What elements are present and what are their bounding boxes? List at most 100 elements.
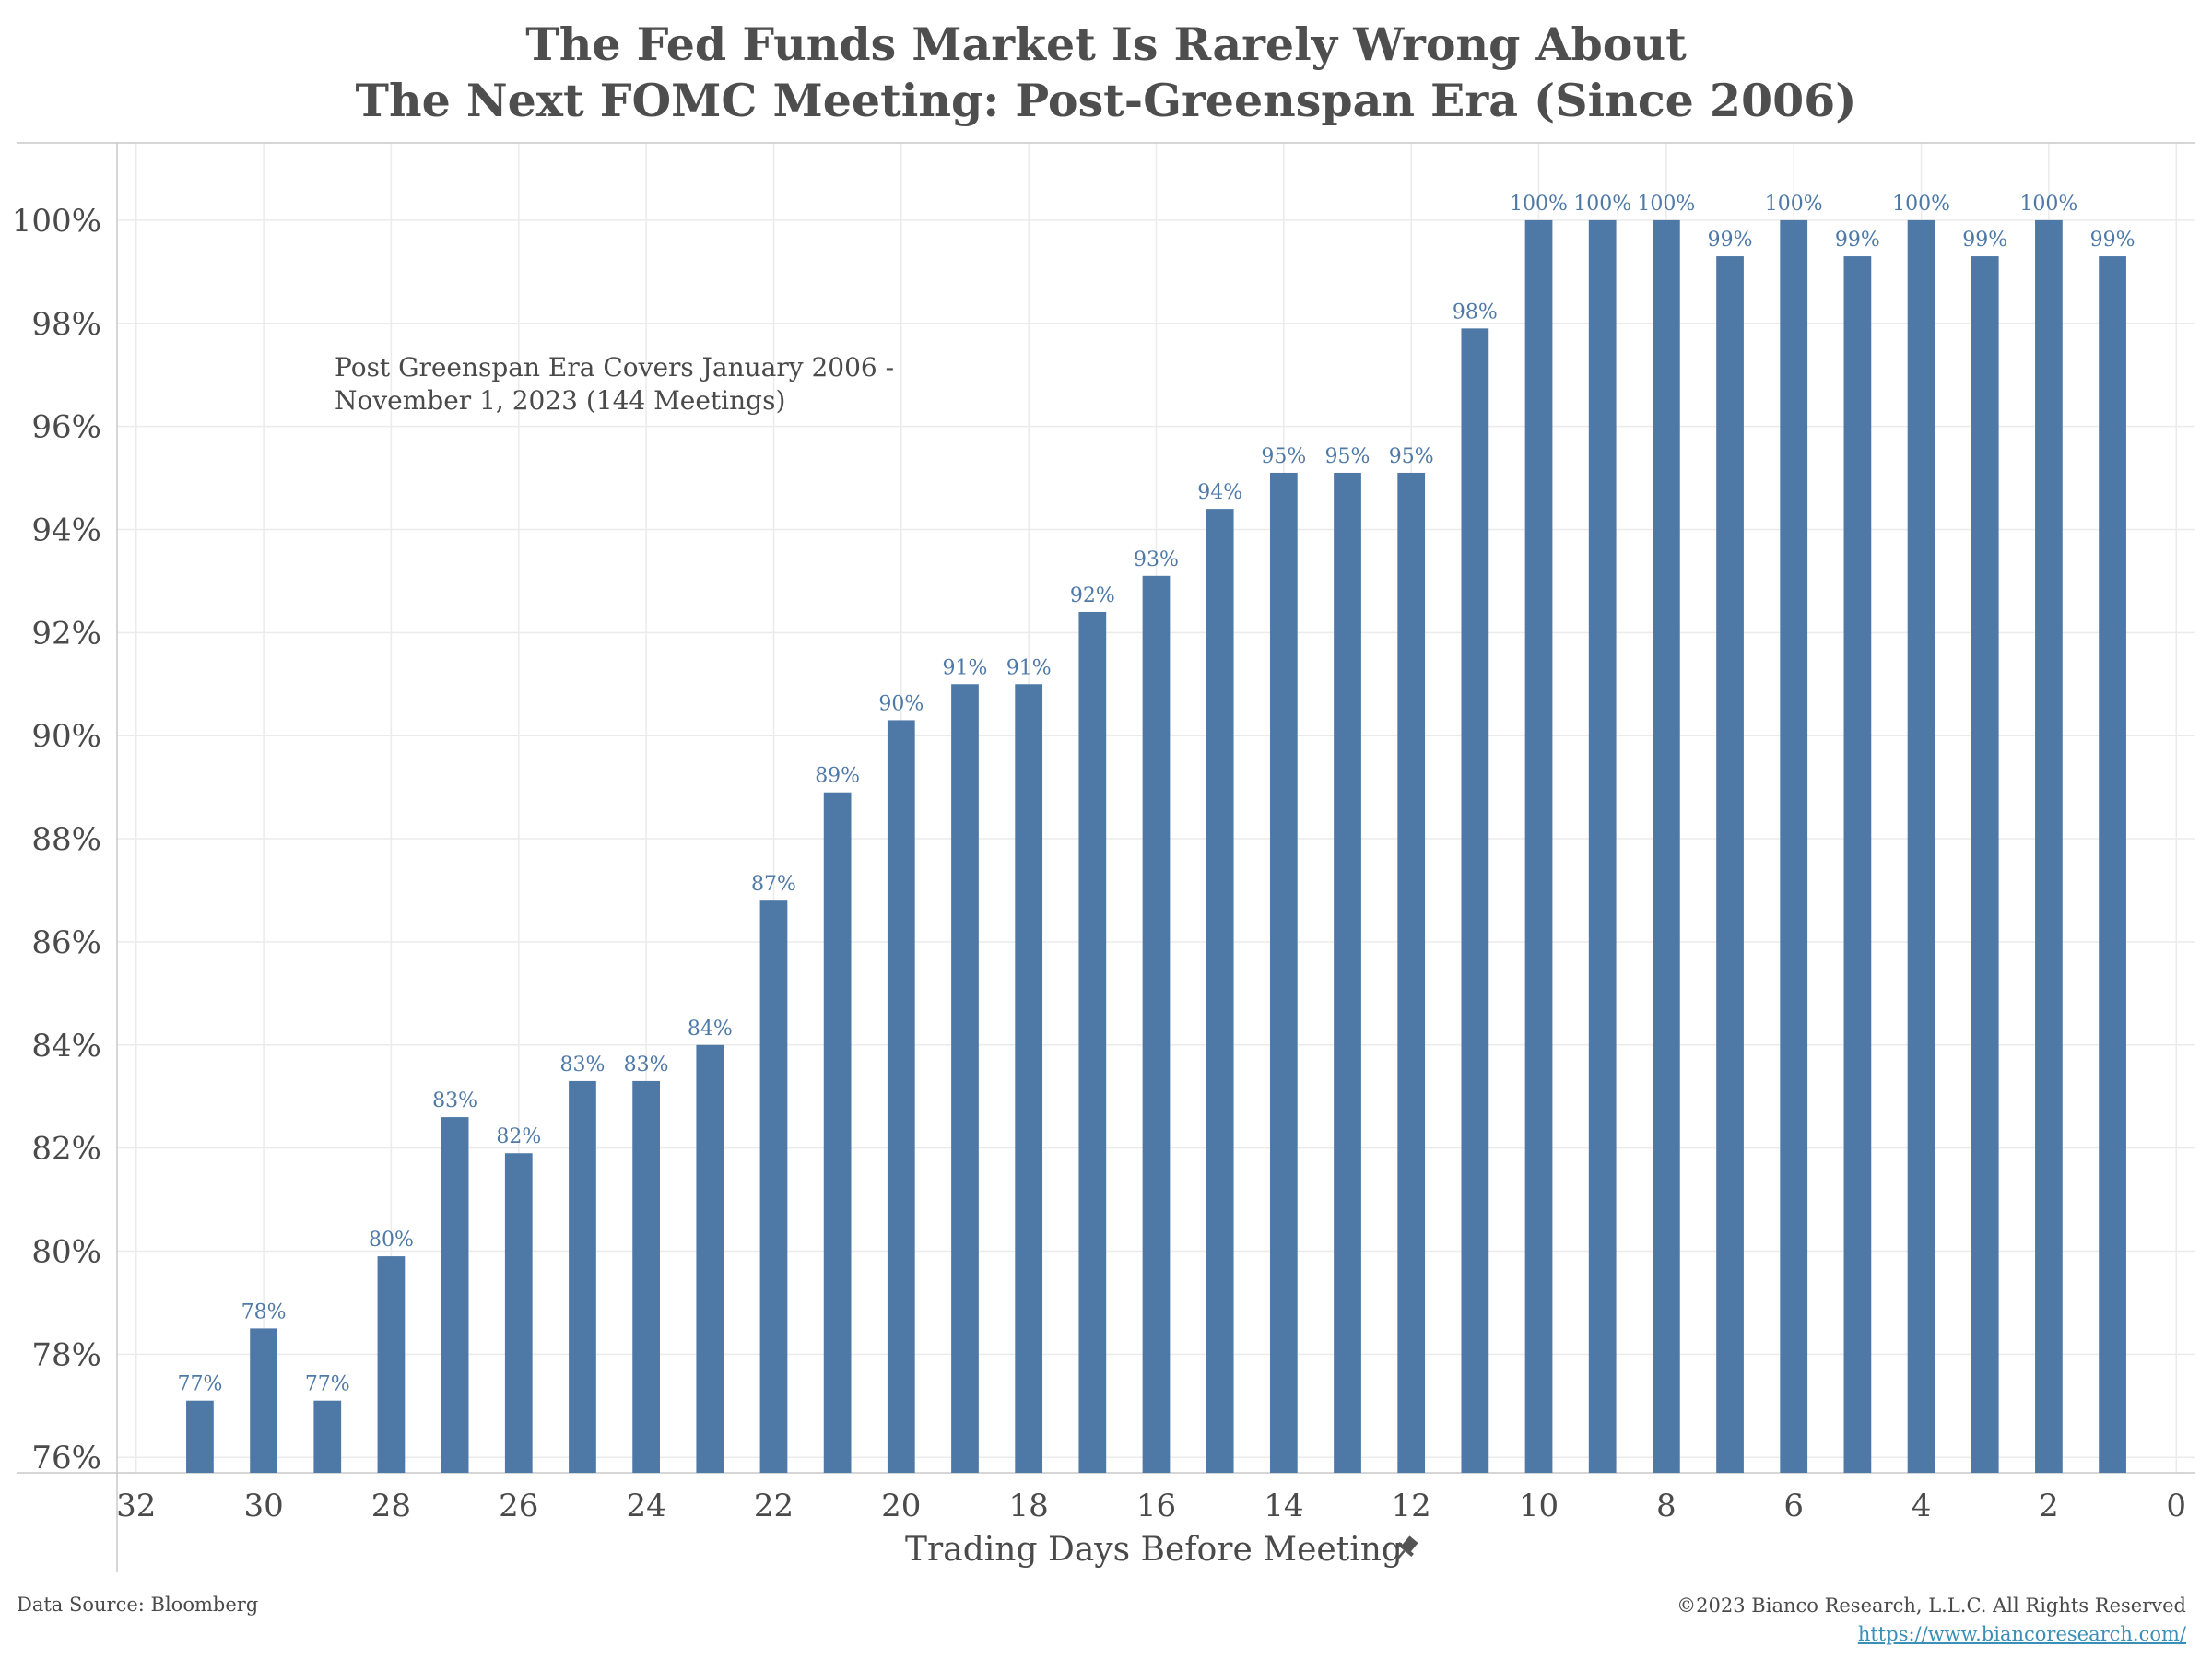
bar xyxy=(1971,256,1999,1473)
data-source: Data Source: Bloomberg xyxy=(17,1594,259,1616)
bar xyxy=(1397,472,1426,1473)
bar xyxy=(2035,219,2063,1473)
bar xyxy=(1078,611,1107,1473)
bar xyxy=(759,900,788,1473)
data-label: 83% xyxy=(432,1089,477,1112)
x-tick-label: 0 xyxy=(2166,1488,2186,1524)
data-label: 99% xyxy=(1962,229,2007,252)
annotation-line: November 1, 2023 (144 Meetings) xyxy=(335,385,785,416)
y-tick-label: 80% xyxy=(31,1234,101,1271)
data-label: 87% xyxy=(751,873,796,896)
bar xyxy=(1780,219,1808,1473)
data-label: 83% xyxy=(560,1053,606,1077)
bar xyxy=(1524,219,1553,1473)
x-tick-label: 18 xyxy=(1009,1488,1049,1524)
data-label: 94% xyxy=(1197,481,1242,504)
y-tick-label: 98% xyxy=(31,306,101,343)
data-label: 99% xyxy=(2090,229,2136,252)
bar xyxy=(250,1328,277,1473)
x-tick-label: 2 xyxy=(2039,1488,2059,1524)
bar xyxy=(1461,328,1489,1473)
bar xyxy=(377,1256,406,1473)
bar xyxy=(504,1153,533,1473)
chart-subtitle: The Next FOMC Meeting: Post-Greenspan Er… xyxy=(355,74,1857,127)
data-label: 77% xyxy=(177,1373,222,1396)
bar xyxy=(1907,219,1936,1473)
data-label: 99% xyxy=(1835,229,1880,252)
x-tick-label: 12 xyxy=(1392,1488,1431,1524)
bar xyxy=(186,1400,214,1473)
copyright: ©2023 Bianco Research, L.L.C. All Rights… xyxy=(1677,1594,2186,1617)
website-link[interactable]: https://www.biancoresearch.com/ xyxy=(1857,1623,2186,1645)
x-tick-label: 16 xyxy=(1136,1488,1176,1524)
x-tick-label: 4 xyxy=(1912,1488,1932,1524)
x-tick-label: 10 xyxy=(1519,1488,1559,1524)
data-label: 93% xyxy=(1134,548,1179,571)
bar xyxy=(1843,256,1872,1473)
bar xyxy=(696,1044,724,1473)
bar xyxy=(1716,256,1744,1473)
y-tick-label: 76% xyxy=(31,1440,101,1477)
bar xyxy=(823,792,852,1473)
data-label: 91% xyxy=(943,656,988,679)
bar xyxy=(569,1080,596,1473)
y-tick-label: 92% xyxy=(31,615,101,652)
x-tick-label: 20 xyxy=(881,1488,921,1524)
chart-title: The Fed Funds Market Is Rarely Wrong Abo… xyxy=(525,18,1687,71)
bar xyxy=(951,684,979,1473)
y-tick-label: 86% xyxy=(31,924,101,961)
data-label: 95% xyxy=(1261,445,1306,468)
x-tick-label: 32 xyxy=(116,1488,156,1524)
footer-right: ©2023 Bianco Research, L.L.C. All Rights… xyxy=(1677,1592,2186,1649)
data-label: 78% xyxy=(241,1300,287,1324)
y-tick-label: 84% xyxy=(31,1028,101,1065)
y-tick-label: 94% xyxy=(31,512,101,548)
pin-icon[interactable] xyxy=(1390,1534,1420,1565)
bar xyxy=(1334,472,1361,1473)
x-tick-label: 28 xyxy=(371,1488,411,1524)
bar xyxy=(1653,219,1680,1473)
data-label: 91% xyxy=(1006,656,1052,679)
data-label: 84% xyxy=(688,1018,733,1041)
data-label: 89% xyxy=(815,765,860,788)
y-tick-label: 96% xyxy=(31,409,101,446)
data-label: 80% xyxy=(369,1229,414,1252)
x-axis-label: Trading Days Before Meeting xyxy=(905,1531,1403,1569)
data-label: 83% xyxy=(624,1053,669,1077)
bar xyxy=(2099,256,2126,1473)
bar xyxy=(1269,472,1298,1473)
x-tick-label: 26 xyxy=(499,1488,538,1524)
bar xyxy=(1588,219,1617,1473)
y-tick-label: 82% xyxy=(31,1131,101,1168)
bar xyxy=(632,1080,660,1473)
data-label: 100% xyxy=(1892,193,1950,216)
bar xyxy=(1142,575,1171,1473)
annotation-line: Post Greenspan Era Covers January 2006 - xyxy=(335,352,894,382)
data-label: 95% xyxy=(1389,445,1434,468)
data-label: 99% xyxy=(1708,229,1753,252)
y-tick-label: 88% xyxy=(31,821,101,858)
data-label: 100% xyxy=(1637,193,1695,216)
bar xyxy=(887,720,915,1473)
x-tick-label: 14 xyxy=(1264,1488,1303,1524)
data-label: 100% xyxy=(2019,193,2077,216)
data-label: 77% xyxy=(305,1373,350,1396)
data-label: 98% xyxy=(1453,300,1498,324)
chart-title-block: The Fed Funds Market Is Rarely Wrong Abo… xyxy=(0,17,2212,129)
data-label: 92% xyxy=(1070,584,1115,607)
x-tick-label: 22 xyxy=(754,1488,794,1524)
x-tick-label: 30 xyxy=(243,1488,283,1524)
data-label: 100% xyxy=(1510,193,1568,216)
x-tick-label: 6 xyxy=(1783,1488,1804,1524)
y-tick-label: 78% xyxy=(31,1336,101,1373)
y-tick-label: 90% xyxy=(31,718,101,755)
y-tick-label: 100% xyxy=(12,203,101,240)
bar xyxy=(441,1117,469,1473)
x-tick-label: 8 xyxy=(1656,1488,1677,1524)
data-label: 82% xyxy=(496,1125,541,1148)
data-label: 100% xyxy=(1765,193,1823,216)
x-tick-label: 24 xyxy=(626,1488,665,1524)
bar xyxy=(1206,509,1234,1473)
data-label: 100% xyxy=(1573,193,1631,216)
